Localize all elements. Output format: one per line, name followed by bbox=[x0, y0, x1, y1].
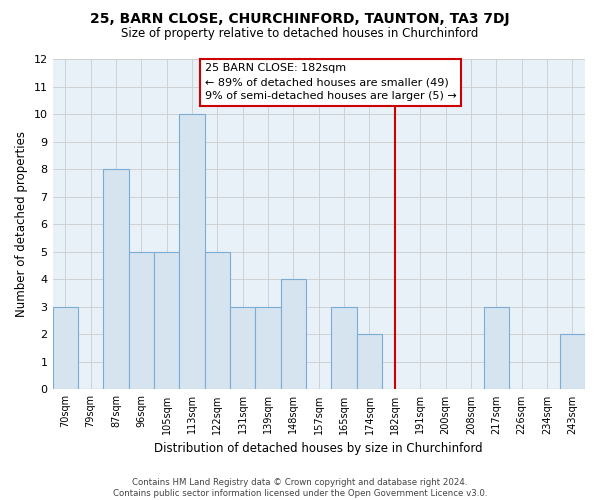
Bar bbox=[484, 307, 509, 390]
Bar bbox=[560, 334, 585, 390]
Bar bbox=[281, 280, 306, 390]
Bar bbox=[331, 307, 357, 390]
X-axis label: Distribution of detached houses by size in Churchinford: Distribution of detached houses by size … bbox=[154, 442, 483, 455]
Text: Contains HM Land Registry data © Crown copyright and database right 2024.
Contai: Contains HM Land Registry data © Crown c… bbox=[113, 478, 487, 498]
Y-axis label: Number of detached properties: Number of detached properties bbox=[15, 131, 28, 317]
Bar bbox=[256, 307, 281, 390]
Bar bbox=[230, 307, 256, 390]
Text: 25 BARN CLOSE: 182sqm
← 89% of detached houses are smaller (49)
9% of semi-detac: 25 BARN CLOSE: 182sqm ← 89% of detached … bbox=[205, 63, 457, 101]
Text: 25, BARN CLOSE, CHURCHINFORD, TAUNTON, TA3 7DJ: 25, BARN CLOSE, CHURCHINFORD, TAUNTON, T… bbox=[90, 12, 510, 26]
Bar bbox=[128, 252, 154, 390]
Text: Size of property relative to detached houses in Churchinford: Size of property relative to detached ho… bbox=[121, 28, 479, 40]
Bar bbox=[103, 169, 128, 390]
Bar bbox=[154, 252, 179, 390]
Bar bbox=[205, 252, 230, 390]
Bar bbox=[357, 334, 382, 390]
Bar bbox=[53, 307, 78, 390]
Bar bbox=[179, 114, 205, 390]
